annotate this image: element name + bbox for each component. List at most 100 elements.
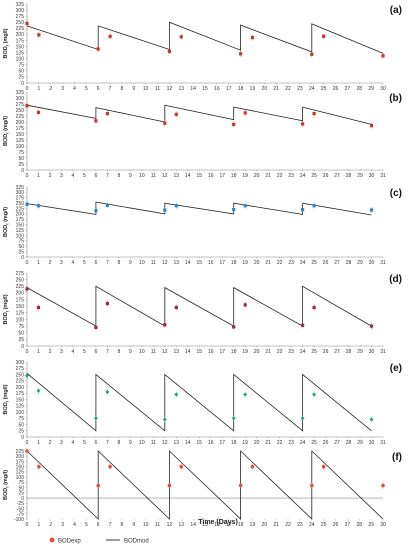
x-tick-label: 21 [265,440,271,446]
x-tick-label: 3 [60,440,63,446]
x-tick-label: 13 [174,349,180,355]
y-tick-label: 275 [16,102,25,108]
y-tick-label: 75 [18,63,24,69]
y-tick-label: 125 [16,470,25,476]
y-tick-label: 225 [16,284,25,290]
y-tick-label: 50 [18,331,24,337]
data-point-bodexp [174,204,178,208]
y-tick-label: 275 [16,196,25,202]
y-tick-label: -25 [17,501,24,507]
x-tick-label: 24 [300,440,306,446]
x-tick-label: 10 [139,349,145,355]
data-point-bodexp [243,204,247,208]
y-tick-label: 150 [16,464,25,470]
data-point-bodexp [167,483,172,488]
data-point-bodexp [25,287,29,291]
panel-label: (d) [389,274,402,285]
x-tick-label: 13 [174,173,180,179]
x-tick-label: 3 [61,86,64,92]
series-line-bodmod [26,450,384,520]
y-tick-label: 125 [16,138,25,144]
x-tick-label: 5 [83,349,86,355]
x-tick-label: 0 [26,349,29,355]
y-tick-label: 175 [16,38,25,44]
y-tick-label: 100 [16,475,25,481]
data-point-bodexp [301,323,305,327]
x-tick-label: 3 [61,522,64,528]
x-tick-label: 11 [155,86,160,92]
x-tick-label: 2 [49,349,52,355]
data-point-bodexp [232,325,236,329]
x-tick-label: 21 [273,86,279,92]
x-tick-label: 14 [190,522,196,528]
x-tick-label: 23 [288,173,294,179]
x-tick-label: 1 [37,440,40,446]
y-tick-label: 200 [16,32,25,38]
x-tick-label: 15 [196,260,202,266]
x-tick-label: 7 [106,440,109,446]
x-tick-label: 19 [250,86,256,92]
x-tick-label: 29 [357,440,363,446]
x-tick-label: 15 [196,349,202,355]
y-tick-label: 250 [16,201,25,207]
x-tick-label: 0 [26,86,29,92]
x-tick-label: 2 [49,173,52,179]
x-tick-label: 2 [49,522,52,528]
x-tick-label: 22 [277,440,283,446]
x-tick-label: 20 [254,173,260,179]
x-tick-label: 13 [178,86,184,92]
x-tick-label: 29 [357,260,363,266]
x-tick-label: 11 [151,260,156,266]
x-tick-label: 11 [151,173,156,179]
x-tick-label: 11 [151,440,156,446]
x-tick-label: 31 [380,260,386,266]
x-tick-label: 1 [37,349,40,355]
y-tick-label: 125 [16,50,25,56]
x-tick-label: 31 [380,173,386,179]
series-line-bodmod [26,285,372,327]
data-point-bodexp [243,303,247,307]
x-tick-label: 3 [60,260,63,266]
y-tick-label: -75 [17,512,24,518]
y-tick-label: 50 [18,422,24,428]
x-tick-label: 23 [288,260,294,266]
y-tick-label: 175 [16,459,25,465]
x-tick-label: 7 [109,86,112,92]
x-tick-label: 0 [26,440,29,446]
y-tick-label: 25 [18,337,24,343]
y-tick-label: 50 [18,69,24,75]
y-tick-label: 100 [16,317,25,323]
y-tick-label: 275 [16,366,25,372]
x-tick-label: 8 [121,86,124,92]
data-point-bodexp [174,112,178,116]
x-tick-label: 11 [155,522,160,528]
x-tick-label: 22 [277,349,283,355]
x-tick-label: 5 [83,173,86,179]
x-tick-label: 30 [369,349,375,355]
y-tick-label: 75 [18,416,24,422]
data-point-bodexp [369,324,374,328]
x-tick-label: 17 [226,522,232,528]
panel-label: (c) [390,188,402,199]
data-point-bodexp [36,110,41,114]
y-tick-label: 225 [16,379,25,385]
data-point-bodexp [312,305,316,310]
y-tick-label: 250 [16,372,25,378]
x-tick-label: 25 [311,440,317,446]
x-tick-label: 27 [334,260,340,266]
data-point-bodexp [25,104,29,108]
data-point-bodexp [163,208,167,212]
x-axis-title: Time (Days) [198,519,238,526]
data-point-bodexp [25,202,29,206]
data-point-bodexp [174,305,178,310]
y-tick-label: 0 [21,435,24,441]
y-tick-label: 175 [16,391,25,397]
y-tick-label: 125 [16,404,25,410]
x-tick-label: 7 [106,173,109,179]
x-tick-label: 21 [265,173,271,179]
y-tick-label: 0 [21,81,24,87]
data-point-bodexp [37,33,41,37]
data-point-bodexp [167,49,171,53]
